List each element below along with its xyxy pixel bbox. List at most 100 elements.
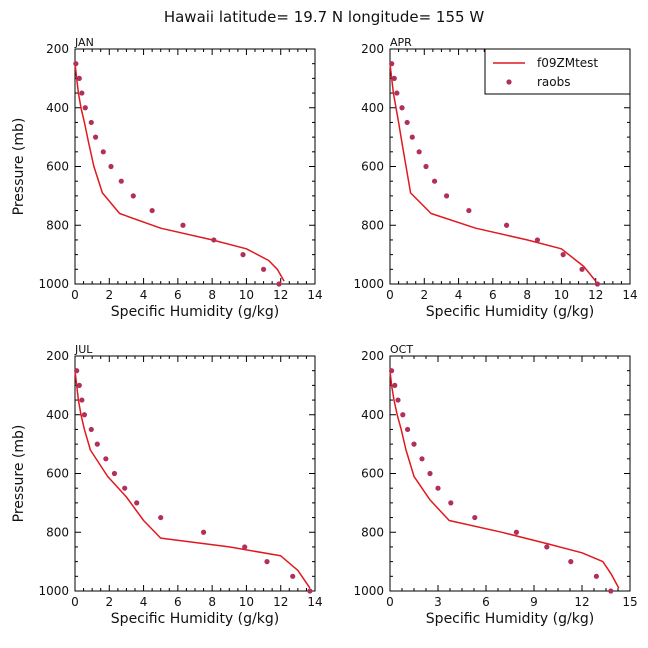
data-point-raobs bbox=[579, 266, 585, 272]
x-tick-label: 0 bbox=[71, 595, 79, 609]
panel-label: APR bbox=[390, 36, 412, 49]
data-point-raobs bbox=[389, 368, 395, 374]
x-tick-label: 6 bbox=[489, 288, 497, 302]
panel-oct: 0 3 6 9 12 15 200 400 600 800 1000 OCT Specific Humi… bbox=[353, 343, 637, 627]
legend-box bbox=[484, 48, 631, 95]
y-tick-label: 400 bbox=[361, 101, 384, 115]
data-point-raobs bbox=[443, 193, 450, 199]
x-tick-label: 12 bbox=[273, 595, 288, 609]
panel-jan: 0 2 4 6 8 10 12 14 200 400 600 800 1000 JAN Specific H… bbox=[11, 36, 323, 320]
data-point-raobs bbox=[534, 237, 541, 243]
x-axis-label: Specific Humidity (g/kg) bbox=[426, 304, 594, 320]
x-tick-label: 0 bbox=[386, 595, 394, 609]
y-tick-label: 200 bbox=[46, 42, 69, 56]
panel-jul: 0 2 4 6 8 10 12 14 200 400 600 800 1000 JUL Specific H… bbox=[11, 343, 323, 627]
data-point-raobs bbox=[409, 134, 415, 140]
data-point-raobs bbox=[264, 559, 270, 565]
data-point-raobs bbox=[240, 252, 246, 258]
data-point-raobs bbox=[108, 163, 114, 170]
x-tick-label: 6 bbox=[174, 595, 182, 609]
data-point-raobs bbox=[79, 397, 85, 403]
data-point-raobs bbox=[111, 470, 118, 477]
x-tick-label: 8 bbox=[208, 595, 216, 609]
data-point-raobs bbox=[411, 441, 417, 447]
x-tick-label: 8 bbox=[523, 288, 531, 302]
y-tick-label: 200 bbox=[361, 42, 384, 56]
data-point-raobs bbox=[594, 281, 601, 287]
y-tick-label: 600 bbox=[361, 467, 384, 481]
data-point-raobs bbox=[73, 61, 79, 67]
panel-apr: 0 2 4 6 8 10 12 14 200 400 600 800 1000 APR Specific H… bbox=[353, 36, 637, 320]
panel-label: JAN bbox=[74, 36, 94, 49]
y-tick-label: 1000 bbox=[38, 277, 69, 291]
x-tick-label: 6 bbox=[482, 595, 490, 609]
data-point-raobs bbox=[431, 178, 438, 184]
data-point-raobs bbox=[389, 61, 395, 67]
x-tick-label: 8 bbox=[208, 288, 216, 302]
data-point-raobs bbox=[503, 222, 510, 228]
y-tick-label: 600 bbox=[361, 160, 384, 174]
data-point-raobs bbox=[399, 105, 405, 111]
y-tick-label: 200 bbox=[46, 349, 69, 363]
data-point-raobs bbox=[466, 207, 472, 214]
x-tick-label: 12 bbox=[588, 288, 603, 302]
y-tick-label: 1000 bbox=[353, 584, 384, 598]
data-point-raobs bbox=[400, 412, 406, 418]
data-point-raobs bbox=[81, 412, 88, 418]
data-point-raobs bbox=[560, 252, 566, 258]
data-point-raobs bbox=[88, 426, 94, 433]
x-tick-label: 6 bbox=[174, 288, 182, 302]
data-point-raobs bbox=[76, 75, 82, 81]
x-tick-label: 15 bbox=[622, 595, 637, 609]
x-tick-label: 10 bbox=[239, 288, 254, 302]
series-line-f09ZMtest bbox=[389, 63, 597, 282]
x-tick-label: 3 bbox=[434, 595, 442, 609]
y-tick-label: 400 bbox=[46, 101, 69, 115]
data-point-raobs bbox=[307, 588, 313, 594]
data-point-raobs bbox=[118, 178, 124, 184]
data-point-raobs bbox=[392, 382, 398, 388]
x-tick-label: 14 bbox=[307, 595, 322, 609]
legend-model-label: f09ZMtest bbox=[537, 56, 598, 70]
data-point-raobs bbox=[608, 588, 614, 594]
data-point-raobs bbox=[94, 441, 100, 447]
x-tick-label: 12 bbox=[273, 288, 288, 302]
data-point-raobs bbox=[419, 456, 425, 462]
data-point-raobs bbox=[149, 207, 155, 214]
x-tick-label: 0 bbox=[71, 288, 79, 302]
data-point-raobs bbox=[92, 134, 99, 140]
data-point-raobs bbox=[79, 90, 85, 96]
legend-marker-swatch bbox=[506, 79, 512, 85]
series-line-f09ZMtest bbox=[389, 370, 620, 589]
data-point-raobs bbox=[416, 149, 422, 155]
y-tick-label: 400 bbox=[361, 408, 384, 422]
x-tick-label: 12 bbox=[574, 595, 589, 609]
legend: f09ZMtest raobs bbox=[484, 48, 631, 95]
y-tick-label: 600 bbox=[46, 467, 69, 481]
data-point-raobs bbox=[423, 163, 429, 170]
panel-label: OCT bbox=[390, 343, 413, 356]
legend-obs-label: raobs bbox=[537, 75, 571, 89]
series-line-f09ZMtest bbox=[74, 63, 285, 282]
data-point-raobs bbox=[130, 193, 136, 199]
y-tick-label: 800 bbox=[46, 525, 69, 539]
data-point-raobs bbox=[544, 544, 550, 550]
data-point-raobs bbox=[435, 485, 441, 491]
x-tick-label: 10 bbox=[239, 595, 254, 609]
data-point-raobs bbox=[260, 266, 267, 272]
data-point-raobs bbox=[568, 559, 574, 565]
x-tick-label: 14 bbox=[307, 288, 322, 302]
data-point-raobs bbox=[242, 544, 248, 550]
x-axis-label: Specific Humidity (g/kg) bbox=[111, 304, 279, 320]
data-point-raobs bbox=[180, 222, 186, 228]
y-tick-label: 400 bbox=[46, 408, 69, 422]
data-point-raobs bbox=[134, 500, 140, 506]
data-point-raobs bbox=[395, 397, 401, 403]
data-point-raobs bbox=[427, 470, 433, 477]
y-tick-label: 1000 bbox=[353, 277, 384, 291]
y-tick-label: 800 bbox=[361, 525, 384, 539]
x-tick-label: 14 bbox=[622, 288, 637, 302]
data-point-raobs bbox=[404, 119, 410, 126]
data-point-raobs bbox=[74, 368, 80, 374]
plot-frame bbox=[389, 355, 631, 592]
